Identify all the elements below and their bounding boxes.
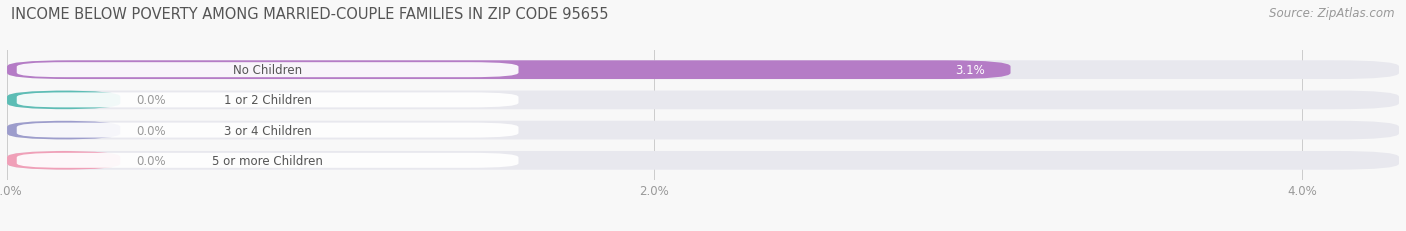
Text: 0.0%: 0.0% [136, 124, 166, 137]
Text: Source: ZipAtlas.com: Source: ZipAtlas.com [1270, 7, 1395, 20]
FancyBboxPatch shape [7, 61, 1011, 80]
FancyBboxPatch shape [7, 121, 1399, 140]
Text: No Children: No Children [233, 64, 302, 77]
FancyBboxPatch shape [7, 151, 1399, 170]
Text: 1 or 2 Children: 1 or 2 Children [224, 94, 312, 107]
Text: 5 or more Children: 5 or more Children [212, 154, 323, 167]
FancyBboxPatch shape [17, 123, 519, 138]
Text: 3 or 4 Children: 3 or 4 Children [224, 124, 312, 137]
FancyBboxPatch shape [17, 93, 519, 108]
FancyBboxPatch shape [7, 121, 121, 140]
FancyBboxPatch shape [7, 151, 121, 170]
Text: INCOME BELOW POVERTY AMONG MARRIED-COUPLE FAMILIES IN ZIP CODE 95655: INCOME BELOW POVERTY AMONG MARRIED-COUPL… [11, 7, 609, 22]
Text: 0.0%: 0.0% [136, 94, 166, 107]
FancyBboxPatch shape [17, 63, 519, 78]
FancyBboxPatch shape [7, 91, 121, 110]
FancyBboxPatch shape [17, 153, 519, 168]
Text: 0.0%: 0.0% [136, 154, 166, 167]
FancyBboxPatch shape [7, 91, 1399, 110]
Text: 3.1%: 3.1% [955, 64, 984, 77]
FancyBboxPatch shape [7, 61, 1399, 80]
